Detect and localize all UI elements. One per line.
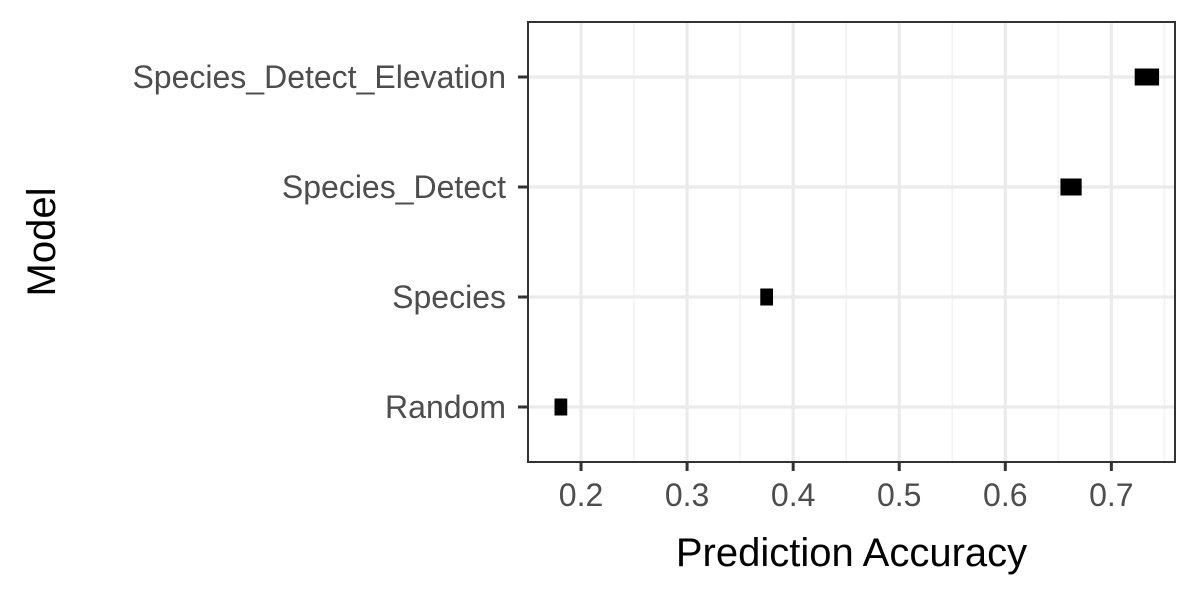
x-tick-label: 0.4 [771,477,815,513]
y-tick-label: Species [392,279,506,315]
axis-layer [518,21,1176,471]
mark-layer [554,68,1160,416]
grid-layer [527,22,1175,462]
x-tick-label: 0.5 [877,477,921,513]
x-axis-title: Prediction Accuracy [676,531,1027,575]
y-tick-label: Species_Detect_Elevation [132,59,506,95]
panel-border [527,21,1176,463]
x-tick-label: 0.7 [1089,477,1133,513]
x-tick-label: 0.2 [559,477,603,513]
y-tick-label: Random [385,389,506,425]
interval-mark-species [760,288,774,306]
x-tick-label: 0.6 [983,477,1027,513]
y-tick-label: Species_Detect [282,169,506,205]
label-layer: 0.2 0.3 0.4 0.5 0.6 0.7 Species_Detect_Elevati… [132,59,1133,513]
interval-mark-random [554,398,568,416]
interval-mark-species-detect [1060,178,1082,196]
x-tick-label: 0.3 [665,477,709,513]
interval-mark-species-detect-elevation [1134,68,1160,86]
y-axis-title: Model [20,188,64,297]
